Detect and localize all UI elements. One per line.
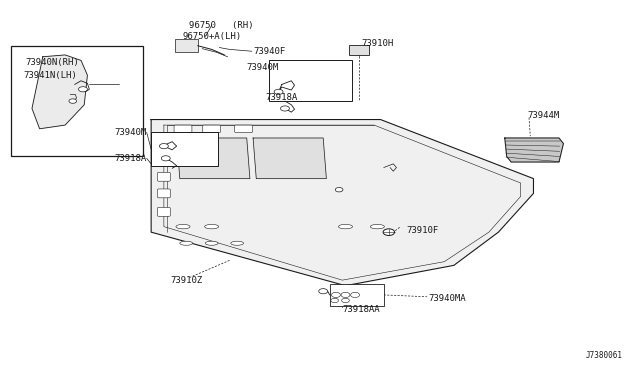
Circle shape <box>69 99 77 103</box>
Bar <box>175 39 198 52</box>
Text: 73940M: 73940M <box>115 128 147 137</box>
Circle shape <box>331 298 339 303</box>
Bar <box>269 61 352 101</box>
Text: 73918A: 73918A <box>115 154 147 163</box>
Ellipse shape <box>371 224 385 229</box>
Circle shape <box>383 229 394 235</box>
Text: 73910F: 73910F <box>406 226 438 235</box>
Circle shape <box>159 144 168 149</box>
Circle shape <box>342 298 349 303</box>
Circle shape <box>161 156 170 161</box>
FancyBboxPatch shape <box>157 208 170 216</box>
Text: J7380061: J7380061 <box>586 351 623 360</box>
Circle shape <box>319 289 328 294</box>
Ellipse shape <box>205 224 219 229</box>
Ellipse shape <box>205 241 218 245</box>
Text: 73940MA: 73940MA <box>428 294 466 303</box>
FancyBboxPatch shape <box>157 154 170 163</box>
Circle shape <box>341 292 350 298</box>
Text: 73910Z: 73910Z <box>170 276 202 285</box>
Circle shape <box>79 87 88 92</box>
Polygon shape <box>177 138 250 179</box>
FancyBboxPatch shape <box>203 125 221 132</box>
Circle shape <box>274 89 283 94</box>
Text: 73940F: 73940F <box>253 47 285 56</box>
Circle shape <box>280 106 289 111</box>
Ellipse shape <box>339 224 353 229</box>
Ellipse shape <box>180 241 193 245</box>
Text: 73910H: 73910H <box>362 39 394 48</box>
Text: 73941N(LH): 73941N(LH) <box>23 71 77 80</box>
Bar <box>11 46 143 157</box>
Bar <box>349 45 369 55</box>
Polygon shape <box>32 55 88 129</box>
Text: 73918A: 73918A <box>266 93 298 102</box>
Text: 73918AA: 73918AA <box>342 305 380 314</box>
Circle shape <box>332 292 340 298</box>
Text: 96750+A(LH): 96750+A(LH) <box>183 32 242 41</box>
FancyBboxPatch shape <box>157 137 170 146</box>
FancyBboxPatch shape <box>174 125 192 132</box>
Ellipse shape <box>176 224 190 229</box>
Text: 96750   (RH): 96750 (RH) <box>189 21 254 30</box>
Polygon shape <box>151 119 534 286</box>
Text: 73940M: 73940M <box>246 63 279 72</box>
Bar <box>151 132 218 166</box>
Bar <box>330 284 384 306</box>
Ellipse shape <box>231 241 244 245</box>
Text: 73944M: 73944M <box>527 111 559 121</box>
FancyBboxPatch shape <box>157 172 170 181</box>
Circle shape <box>335 187 343 192</box>
Polygon shape <box>505 138 563 162</box>
Circle shape <box>351 292 360 298</box>
Text: 73940N(RH): 73940N(RH) <box>26 58 79 67</box>
Polygon shape <box>253 138 326 179</box>
FancyBboxPatch shape <box>235 125 252 132</box>
FancyBboxPatch shape <box>157 189 170 198</box>
